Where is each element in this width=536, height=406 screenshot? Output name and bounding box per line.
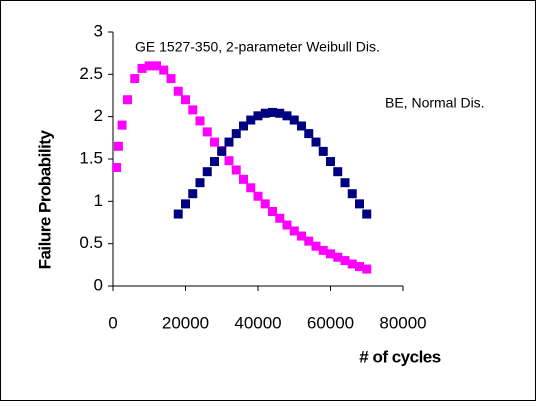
marker [289,226,299,236]
x-tick-label: 80000 [379,313,426,332]
marker [159,65,169,75]
marker [268,206,277,216]
marker [318,245,328,255]
marker [202,167,212,177]
marker [144,61,154,71]
marker [173,209,183,219]
marker [210,137,219,147]
marker [231,165,241,175]
marker [326,249,335,259]
marker [275,213,285,223]
marker [246,183,256,193]
x-axis-title: # of cycles [359,347,440,366]
marker [362,264,372,274]
marker [113,141,123,151]
x-tick-label: 20000 [162,313,209,332]
marker [224,137,234,147]
marker [333,167,343,177]
annotation: BE, Normal Dis. [385,95,485,111]
marker [297,121,306,131]
y-tick-label: 3 [94,21,103,40]
marker [181,95,190,105]
marker [181,199,190,209]
y-tick-label: 0 [94,275,103,294]
marker [188,105,198,115]
y-axis-title: Failure Probability [35,130,54,270]
marker [347,189,357,199]
marker [282,111,292,121]
marker [231,129,241,139]
x-tick-label: 40000 [234,313,281,332]
marker [275,108,285,118]
marker [152,61,161,71]
marker [318,146,328,156]
y-tick-label: 2.5 [79,64,103,83]
marker [253,111,263,121]
marker [210,157,219,167]
marker [195,178,205,188]
marker [304,236,314,246]
marker [166,74,176,84]
marker [217,146,227,156]
marker [311,241,321,251]
marker [340,178,350,188]
y-tick-label: 0.5 [79,233,103,252]
marker [333,252,343,262]
marker [340,256,350,266]
marker [188,189,198,199]
marker [362,209,372,219]
y-tick-label: 2 [94,106,103,125]
y-tick-label: 1.5 [79,148,103,167]
marker [297,231,306,241]
marker [173,86,183,96]
marker [304,129,314,139]
marker [282,220,292,230]
marker [311,137,321,147]
marker [326,157,335,167]
marker [117,120,127,130]
marker [202,127,212,137]
marker [355,199,364,209]
x-tick-label: 0 [108,313,117,332]
marker [355,262,364,272]
annotation: GE 1527-350, 2-parameter Weibull Dis. [135,39,380,55]
marker [239,121,248,131]
marker [239,174,248,184]
marker [289,115,299,125]
marker [260,108,270,118]
marker [246,115,256,125]
marker [253,191,263,201]
marker [224,156,234,166]
marker [268,107,277,117]
marker [130,74,140,84]
marker [347,259,357,269]
y-tick-label: 1 [94,191,103,210]
marker [112,162,122,172]
marker [123,95,132,105]
marker [195,116,205,126]
marker [260,199,270,209]
x-tick-label: 60000 [307,313,354,332]
marker [137,63,147,73]
